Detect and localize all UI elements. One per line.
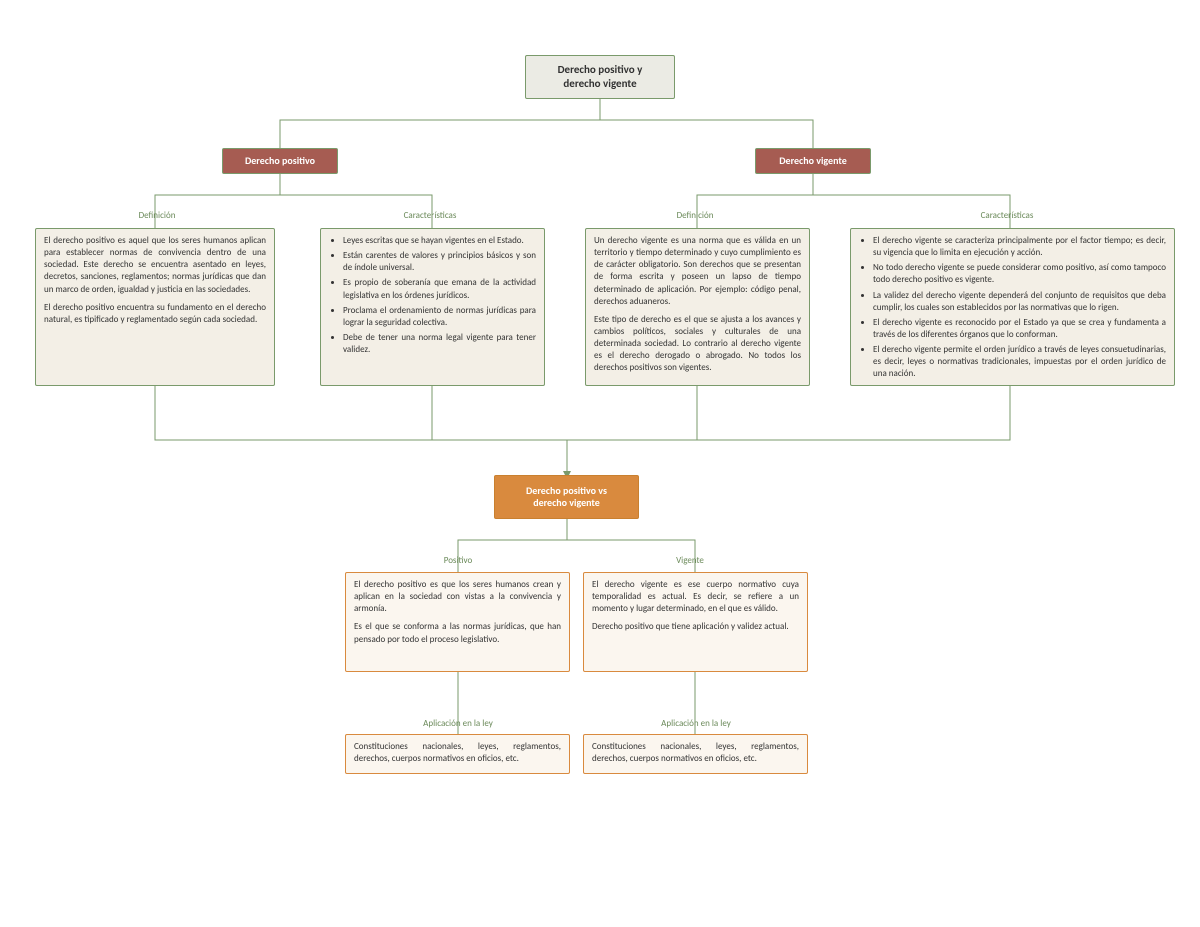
label-definicion-right: Definición — [650, 210, 740, 221]
label-vigente: Vigente — [660, 555, 720, 566]
root-title-line2: derecho vigente — [563, 77, 636, 90]
vs-title-line2: derecho vigente — [533, 496, 600, 509]
car-positivo-b4: Proclama el ordenamiento de normas juríd… — [343, 305, 536, 329]
vs-title-line1: Derecho positivo vs — [526, 484, 607, 497]
box-aplicacion-positivo: Constituciones nacionales, leyes, reglam… — [345, 734, 570, 774]
car-vigente-b1: El derecho vigente se caracteriza princi… — [873, 235, 1166, 259]
car-vigente-b2: No todo derecho vigente se puede conside… — [873, 262, 1166, 286]
app-positivo-text: Constituciones nacionales, leyes, reglam… — [354, 741, 561, 764]
car-positivo-b5: Debe de tener una norma legal vigente pa… — [343, 332, 536, 356]
label-aplicacion-right: Aplicación en la ley — [636, 718, 756, 729]
root-title-node: Derecho positivo y derecho vigente — [525, 55, 675, 99]
vs-vigente-p1: El derecho vigente es ese cuerpo normati… — [592, 579, 799, 615]
vs-title-node: Derecho positivo vs derecho vigente — [494, 475, 639, 519]
app-vigente-text: Constituciones nacionales, leyes, reglam… — [592, 741, 799, 764]
car-positivo-b3: Es propio de soberanía que emana de la a… — [343, 277, 536, 301]
vs-positivo-p2: Es el que se conforma a las normas juríd… — [354, 621, 561, 645]
car-positivo-b2: Están carentes de valores y principios b… — [343, 250, 536, 274]
root-title-line1: Derecho positivo y — [558, 63, 643, 76]
box-vs-vigente: El derecho vigente es ese cuerpo normati… — [583, 572, 808, 672]
car-vigente-b5: El derecho vigente permite el orden jurí… — [873, 344, 1166, 380]
def-positivo-p1: El derecho positivo es aquel que los ser… — [44, 235, 266, 296]
def-vigente-p2: Este tipo de derecho es el que se ajusta… — [594, 314, 801, 375]
box-aplicacion-vigente: Constituciones nacionales, leyes, reglam… — [583, 734, 808, 774]
box-caracteristicas-vigente: El derecho vigente se caracteriza princi… — [850, 228, 1175, 386]
box-caracteristicas-positivo: Leyes escritas que se hayan vigentes en … — [320, 228, 545, 386]
def-vigente-p1: Un derecho vigente es una norma que es v… — [594, 235, 801, 308]
vs-vigente-p2: Derecho positivo que tiene aplicación y … — [592, 621, 799, 633]
car-vigente-b3: La validez del derecho vigente dependerá… — [873, 290, 1166, 314]
box-definicion-positivo: El derecho positivo es aquel que los ser… — [35, 228, 275, 386]
label-positivo: Positivo — [428, 555, 488, 566]
branch-positivo-label: Derecho positivo — [245, 154, 315, 167]
branch-vigente-label: Derecho vigente — [779, 154, 847, 167]
box-vs-positivo: El derecho positivo es que los seres hum… — [345, 572, 570, 672]
label-definicion-left: Definición — [112, 210, 202, 221]
car-vigente-b4: El derecho vigente es reconocido por el … — [873, 317, 1166, 341]
label-caracteristicas-right: Características — [962, 210, 1052, 221]
branch-derecho-positivo: Derecho positivo — [222, 148, 338, 174]
vs-positivo-p1: El derecho positivo es que los seres hum… — [354, 579, 561, 615]
car-positivo-b1: Leyes escritas que se hayan vigentes en … — [343, 235, 536, 247]
label-aplicacion-left: Aplicación en la ley — [398, 718, 518, 729]
diagram-canvas: Derecho positivo y derecho vigente Derec… — [0, 0, 1200, 927]
label-caracteristicas-left: Características — [385, 210, 475, 221]
def-positivo-p2: El derecho positivo encuentra su fundame… — [44, 302, 266, 326]
connector-layer — [0, 0, 1200, 927]
branch-derecho-vigente: Derecho vigente — [755, 148, 871, 174]
box-definicion-vigente: Un derecho vigente es una norma que es v… — [585, 228, 810, 386]
